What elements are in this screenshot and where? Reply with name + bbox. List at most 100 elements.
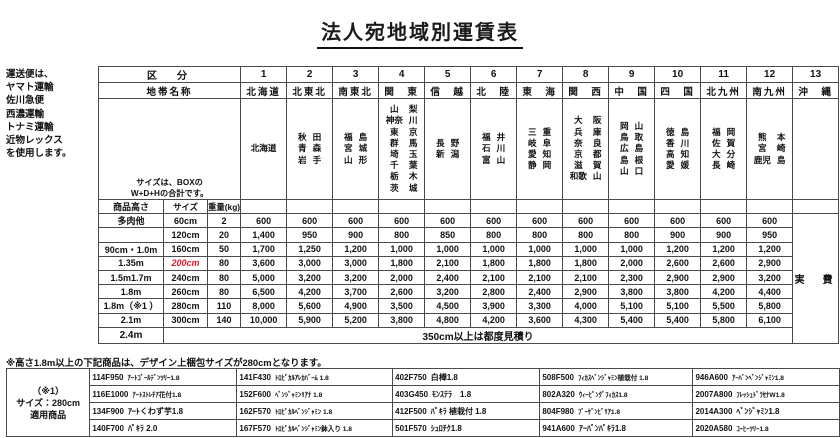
price-zone-3: 4,900: [332, 298, 380, 314]
zone-number-13: 13: [792, 66, 840, 83]
product-cell: 804F980 ﾌﾞｰｹﾞﾝﾋﾞﾘｱ1.8: [539, 402, 694, 420]
rate-table-row: 1.5m1.7m 240cm 80 5,000 3,200 3,200 2,000 2,400…: [98, 269, 839, 286]
product-code: 141F430: [239, 373, 271, 382]
prefecture-item: 庫: [592, 126, 602, 137]
rate-table-row: 多肉他 60cm 2 600 600 600 600 600 600 600 600 600 600 60…: [98, 213, 840, 344]
product-code: 941A600: [542, 423, 575, 433]
prefecture-item: 和歌: [569, 171, 587, 182]
price-zone-4: 3,500: [378, 298, 426, 314]
product-name: ｱｰﾊﾞﾝﾊﾟｷﾗ1.8: [578, 423, 626, 433]
price-zone-5: 2,100: [424, 255, 472, 271]
product-code: 508F500: [542, 373, 574, 382]
prefecture-grid: 福宮山島城形: [334, 132, 378, 166]
zone-subheader-blank: [516, 198, 564, 215]
prefecture-item: 石: [482, 143, 491, 154]
price-zone-9: 600: [608, 213, 656, 229]
zone-subheader-blank: [608, 198, 656, 215]
prefecture-item: 大: [574, 115, 583, 126]
zone-number-7: 7: [516, 66, 564, 83]
weight-value: 80: [206, 284, 242, 300]
prefecture-grid: 福石富井川山: [472, 132, 516, 166]
prefecture-col-left: 福石富: [482, 132, 491, 166]
prefecture-col-left: 秋青岩: [298, 132, 307, 166]
package-size-value: 300cm: [163, 312, 208, 328]
okinawa-actual-cost: 実 費: [792, 213, 840, 344]
prefecture-item: 宮: [758, 143, 767, 154]
prefecture-item: 岡: [542, 160, 552, 171]
price-zone-11: 5,500: [700, 298, 748, 314]
zone-name-4: 関 東: [378, 82, 426, 99]
prefecture-cell-3: 福宮山島城形: [332, 98, 380, 200]
product-code: 167F570: [239, 424, 271, 433]
price-zone-2: 5,600: [286, 298, 334, 314]
rate-table-header-row-kubun: 区 分 1 2 3 4 5 6 7 8 9 10 11 12 13: [97, 66, 840, 83]
product-name: ﾌｨｶｽﾍﾞﾝｼﾞｬﾐﾝ植栽付 1.8: [577, 375, 649, 382]
price-zone-5: 600: [424, 213, 472, 229]
price-zone-11: 900: [700, 227, 748, 243]
product-cell: 114F950 ｱｰﾄｺﾞｰﾙﾃﾞﾝﾂﾘｰ1.8: [89, 368, 238, 386]
quote-text: 350cm以上は都度見積り: [162, 326, 794, 344]
price-zone-11: 2,600: [700, 255, 748, 271]
carrier-note-line-2: 佐川急便: [6, 95, 45, 107]
prefecture-col-right: 阪庫良都賀山: [593, 115, 602, 182]
prefecture-item: 香: [666, 137, 675, 148]
product-cell: 134F900 ｱｰﾄくわず芋1.8: [89, 402, 238, 420]
product-cell: 162F570 ﾄﾛﾋﾟｶﾙﾍﾞﾝｼﾞｬﾐﾝ 1.8: [236, 402, 394, 420]
product-cell: 141F430 ﾄﾛﾋﾟｶﾙｱﾚｶﾊﾞｰﾑ 1.8: [236, 368, 394, 386]
price-zone-8: 600: [562, 213, 610, 229]
zone-number-6: 6: [470, 66, 518, 83]
zone-name-3: 南東北: [332, 82, 380, 99]
prefecture-item: 手: [312, 154, 322, 165]
carrier-note-line-0: 運送便は、: [6, 69, 54, 80]
prefecture-cell-10: 徳香高愛島川知媛: [654, 98, 702, 200]
prefecture-item: 岡: [620, 120, 629, 131]
price-zone-7: 1,000: [516, 241, 564, 257]
prefecture-cell-4: 山神奈東群埼千栃茨梨川京馬玉葉木城: [378, 98, 426, 200]
prefecture-item: 島: [680, 126, 690, 137]
prefecture-item: 神奈: [385, 115, 403, 126]
prefecture-grid: 三岐愛静重阜知岡: [518, 127, 562, 172]
product-name: ﾌﾞｰｹﾞﾝﾋﾞﾘｱ1.8: [577, 409, 621, 416]
prefecture-col-right: 野潟: [451, 138, 460, 160]
prefecture-item: 井: [496, 132, 506, 143]
zone-number-5: 5: [424, 66, 472, 83]
size-note-line1: サイズは、BOXの: [136, 178, 203, 187]
prefecture-grid: 熊宮鹿児本崎島: [748, 132, 792, 166]
prefecture-item: 島: [358, 132, 368, 143]
prefecture-item: 福: [344, 132, 353, 143]
size-note-spacer: [100, 136, 240, 178]
prefecture-cell-12: 熊宮鹿児本崎島: [746, 98, 794, 200]
zone-subheader-blank: [424, 198, 472, 215]
prefecture-item: 徳: [666, 126, 675, 137]
product-height-label: 2.1m: [98, 312, 164, 328]
zone-subheader-blank: [746, 198, 794, 215]
product-cell: 802A320 ｳｨｰﾋﾟﾝｸﾞﾌｨｶｽ1.8: [539, 385, 694, 403]
product-code: 412F500: [395, 406, 427, 416]
zone-subheader-blank: [240, 198, 288, 215]
package-size-value: 60cm: [163, 213, 208, 229]
prefecture-item: 馬: [408, 137, 418, 148]
price-zone-10: 5,100: [654, 298, 702, 314]
price-zone-8: 4,000: [562, 298, 610, 314]
price-zone-12: 1,200: [746, 241, 794, 257]
prefecture-item: 木: [408, 171, 418, 182]
prefecture-col-right: 井川山: [497, 132, 506, 166]
product-code: 116E1000: [92, 390, 129, 399]
price-zone-12: 6,100: [746, 312, 794, 328]
prefecture-cell-7: 三岐愛静重阜知岡: [516, 98, 564, 200]
prefecture-item: 崎: [776, 143, 786, 154]
carrier-note-line-6: を使用します。: [6, 148, 72, 160]
zone-subheader-blank: [286, 198, 334, 215]
weight-col-header: 重量(kg): [206, 198, 242, 215]
product-code: 140F700: [92, 423, 124, 433]
prefecture-item: 森: [312, 143, 322, 154]
rate-table: 区 分 1 2 3 4 5 6 7 8 9 10 11 12 13 地帯名称 北海道 北東北 南東北関 東信 越北…: [97, 66, 840, 344]
prefecture-item: 川: [408, 115, 418, 126]
price-zone-7: 800: [516, 227, 564, 243]
price-zone-4: 2,600: [378, 284, 426, 300]
price-zone-8: 800: [562, 227, 610, 243]
rate-table-row: 120cm 20 1,400 950 900 800 850 800 800 800 800 900 9…: [98, 227, 839, 243]
product-height-label: 1.5m1.7m: [98, 269, 164, 286]
price-zone-7: 3,600: [516, 312, 564, 328]
prefecture-grid: 秋青岩田森手: [288, 132, 332, 166]
